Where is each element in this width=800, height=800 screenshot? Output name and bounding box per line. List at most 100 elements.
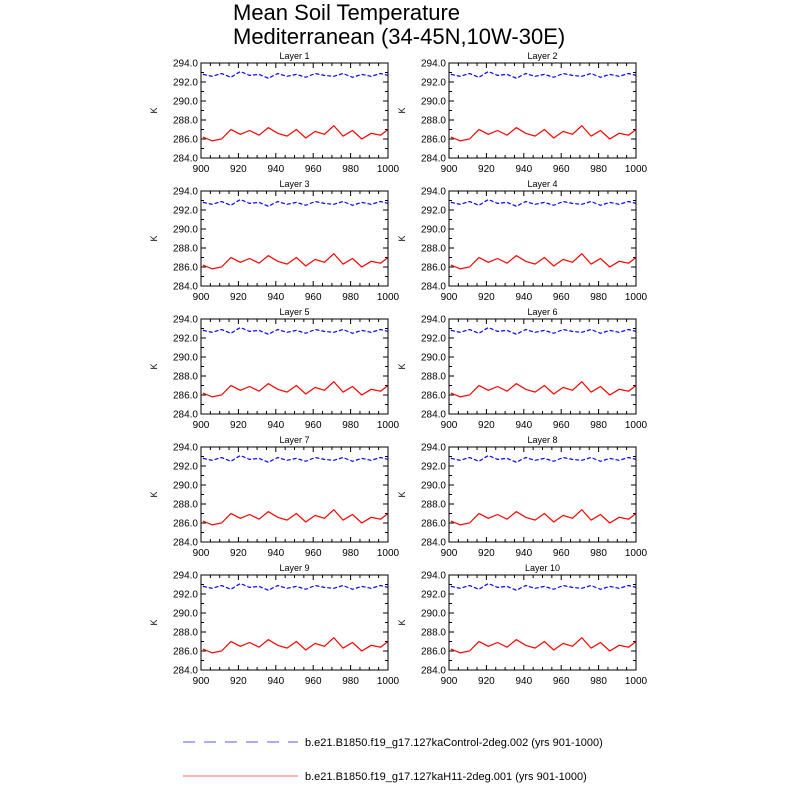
y-tick-label: 292.0	[421, 78, 446, 89]
x-tick-label: 920	[478, 164, 495, 175]
x-tick-label: 960	[553, 676, 570, 687]
y-tick-label: 284.0	[173, 154, 198, 165]
y-tick-label: 284.0	[421, 538, 446, 549]
y-tick-label: 292.0	[173, 590, 198, 601]
panel: Layer 10 K 284.0 286.0 288.0 290.0 292.0 294.0 9…	[397, 563, 648, 687]
y-tick-label: 288.0	[421, 628, 446, 639]
y-tick-label: 286.0	[421, 519, 446, 530]
y-tick-label: 292.0	[421, 206, 446, 217]
series-line-h11	[202, 380, 389, 398]
legend-label: b.e21.B1850.f19_g17.127kaH11-2deg.001 (y…	[305, 771, 587, 783]
y-tick-label: 284.0	[173, 666, 198, 677]
x-tick-label: 1000	[625, 292, 648, 303]
y-axis-label: K	[397, 619, 407, 625]
plot-frame	[200, 446, 389, 543]
y-tick-label: 290.0	[421, 481, 446, 492]
plot-frame	[448, 190, 637, 287]
y-tick-label: 288.0	[173, 372, 198, 383]
chart-title-line-1: Mean Soil Temperature	[233, 0, 460, 25]
series-line-h11	[202, 124, 389, 142]
y-axis-label: K	[149, 619, 159, 625]
y-tick-label: 292.0	[173, 334, 198, 345]
y-tick-label: 284.0	[421, 410, 446, 421]
plot-frame	[448, 62, 637, 159]
y-tick-label: 284.0	[421, 282, 446, 293]
y-tick-label: 294.0	[421, 443, 446, 454]
y-tick-label: 292.0	[421, 334, 446, 345]
plot-frame	[200, 62, 389, 159]
y-tick-label: 288.0	[421, 116, 446, 127]
series-line-h11	[202, 252, 389, 270]
y-tick-label: 286.0	[421, 391, 446, 402]
x-tick-label: 960	[305, 164, 322, 175]
panel-title: Layer 9	[279, 563, 309, 573]
x-tick-label: 1000	[377, 676, 400, 687]
y-tick-label: 288.0	[421, 244, 446, 255]
x-tick-label: 980	[590, 292, 607, 303]
series-line-h11	[202, 508, 389, 526]
y-axis-label: K	[149, 107, 159, 113]
y-tick-label: 286.0	[421, 135, 446, 146]
y-tick-label: 290.0	[421, 353, 446, 364]
x-tick-label: 980	[590, 676, 607, 687]
x-tick-label: 900	[193, 548, 210, 559]
y-tick-label: 294.0	[421, 315, 446, 326]
y-tick-label: 288.0	[421, 500, 446, 511]
panel: Layer 7 K 284.0 286.0 288.0 290.0 292.0 294.0 90…	[149, 435, 400, 559]
plot-frame	[200, 318, 389, 415]
x-tick-label: 960	[553, 420, 570, 431]
x-tick-label: 900	[441, 164, 458, 175]
y-tick-label: 292.0	[421, 590, 446, 601]
x-tick-label: 980	[590, 420, 607, 431]
x-tick-label: 1000	[625, 548, 648, 559]
x-tick-label: 940	[267, 420, 284, 431]
y-tick-label: 288.0	[421, 372, 446, 383]
series-line-control	[450, 454, 637, 463]
x-tick-label: 980	[342, 292, 359, 303]
x-tick-label: 980	[590, 164, 607, 175]
x-tick-label: 960	[553, 548, 570, 559]
x-tick-label: 960	[553, 164, 570, 175]
x-tick-label: 940	[515, 292, 532, 303]
x-tick-label: 940	[267, 164, 284, 175]
y-axis-label: K	[397, 235, 407, 241]
y-tick-label: 294.0	[173, 187, 198, 198]
x-tick-label: 920	[230, 420, 247, 431]
y-axis-label: K	[397, 107, 407, 113]
y-tick-label: 290.0	[173, 225, 198, 236]
y-tick-label: 290.0	[173, 481, 198, 492]
y-tick-label: 290.0	[173, 97, 198, 108]
y-tick-label: 294.0	[173, 315, 198, 326]
series-line-control	[450, 326, 637, 335]
y-tick-label: 294.0	[421, 187, 446, 198]
series-line-control	[202, 326, 389, 335]
x-tick-label: 940	[267, 548, 284, 559]
x-tick-label: 900	[193, 420, 210, 431]
series-line-h11	[450, 508, 637, 526]
series-line-control	[202, 454, 389, 463]
x-tick-label: 920	[478, 676, 495, 687]
y-tick-label: 284.0	[421, 154, 446, 165]
x-tick-label: 980	[342, 164, 359, 175]
y-tick-label: 288.0	[173, 116, 198, 127]
panel-title: Layer 4	[527, 179, 557, 189]
x-tick-label: 960	[305, 676, 322, 687]
y-tick-label: 286.0	[173, 263, 198, 274]
series-line-control	[450, 198, 637, 207]
plot-frame	[448, 574, 637, 671]
plot-frame	[200, 574, 389, 671]
panel-title: Layer 10	[525, 563, 560, 573]
panel: Layer 2 K 284.0 286.0 288.0 290.0 292.0 294.0 90…	[397, 51, 648, 175]
panel-grid: Layer 1 K 284.0 286.0 288.0 290.0 292.0 294.0 90…	[149, 51, 648, 687]
panel: Layer 4 K 284.0 286.0 288.0 290.0 292.0 294.0 90…	[397, 179, 648, 303]
x-tick-label: 920	[478, 292, 495, 303]
x-tick-label: 920	[230, 676, 247, 687]
x-tick-label: 960	[305, 420, 322, 431]
x-tick-label: 1000	[377, 548, 400, 559]
x-tick-label: 900	[193, 292, 210, 303]
x-tick-label: 900	[193, 164, 210, 175]
y-tick-label: 286.0	[173, 391, 198, 402]
y-axis-label: K	[397, 363, 407, 369]
panel: Layer 9 K 284.0 286.0 288.0 290.0 292.0 294.0 90…	[149, 563, 400, 687]
y-tick-label: 294.0	[173, 571, 198, 582]
